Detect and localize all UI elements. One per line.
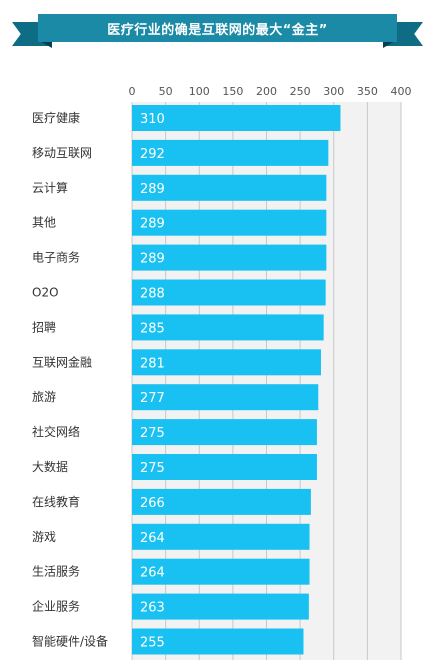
bar bbox=[132, 593, 309, 620]
ribbon-main: 医疗行业的确是互联网的最大“金主” bbox=[38, 14, 397, 42]
bar bbox=[132, 349, 321, 376]
bar bbox=[132, 279, 326, 306]
x-tick-label: 100 bbox=[189, 85, 210, 98]
bar bbox=[132, 628, 304, 655]
value-label: 264 bbox=[140, 566, 165, 581]
bar bbox=[132, 174, 327, 201]
value-label: 264 bbox=[140, 531, 165, 546]
bar bbox=[132, 558, 310, 585]
value-label: 277 bbox=[140, 391, 165, 406]
category-label: O2O bbox=[32, 286, 59, 300]
x-tick-label: 50 bbox=[159, 85, 173, 98]
bar bbox=[132, 209, 327, 236]
x-tick-label: 350 bbox=[357, 85, 378, 98]
category-label: 在线教育 bbox=[32, 494, 80, 509]
category-label: 云计算 bbox=[32, 180, 68, 195]
x-tick-label: 0 bbox=[129, 85, 136, 98]
value-label: 292 bbox=[140, 147, 165, 162]
ribbon-fold-right bbox=[383, 40, 397, 48]
ribbon-fold-left bbox=[38, 40, 52, 48]
bar bbox=[132, 488, 311, 515]
value-label: 266 bbox=[140, 496, 165, 511]
category-label: 旅游 bbox=[32, 390, 56, 404]
x-tick-label: 400 bbox=[391, 85, 412, 98]
category-label: 智能硬件/设备 bbox=[32, 634, 108, 649]
value-label: 289 bbox=[140, 252, 165, 267]
bar bbox=[132, 523, 310, 550]
x-tick-label: 200 bbox=[256, 85, 277, 98]
bar bbox=[132, 419, 317, 446]
bar bbox=[132, 314, 324, 341]
value-label: 275 bbox=[140, 426, 165, 441]
value-label: 289 bbox=[140, 182, 165, 197]
x-tick-label: 300 bbox=[323, 85, 344, 98]
category-label: 大数据 bbox=[32, 459, 68, 474]
bar bbox=[132, 105, 341, 131]
category-label: 生活服务 bbox=[32, 564, 80, 579]
value-label: 285 bbox=[140, 321, 165, 336]
category-label: 游戏 bbox=[32, 530, 56, 544]
bar bbox=[132, 244, 327, 271]
category-label: 企业服务 bbox=[32, 599, 80, 614]
value-label: 281 bbox=[140, 356, 165, 371]
value-label: 310 bbox=[140, 112, 165, 127]
x-tick-label: 250 bbox=[290, 85, 311, 98]
value-label: 255 bbox=[140, 636, 165, 651]
category-label: 电子商务 bbox=[32, 250, 80, 265]
category-label: 其他 bbox=[32, 216, 56, 230]
value-label: 289 bbox=[140, 217, 165, 232]
bar bbox=[132, 384, 319, 411]
bar bbox=[132, 139, 329, 166]
category-label: 互联网金融 bbox=[32, 354, 92, 369]
title-banner: 医疗行业的确是互联网的最大“金主” bbox=[0, 0, 435, 60]
chart-title: 医疗行业的确是互联网的最大“金主” bbox=[107, 22, 328, 38]
value-label: 288 bbox=[140, 287, 165, 302]
bar bbox=[132, 454, 317, 480]
category-label: 医疗健康 bbox=[32, 110, 80, 125]
category-label: 移动互联网 bbox=[32, 146, 92, 160]
value-label: 275 bbox=[140, 461, 165, 476]
category-label: 社交网络 bbox=[32, 424, 80, 439]
x-tick-label: 150 bbox=[222, 85, 243, 98]
category-label: 招聘 bbox=[32, 320, 56, 334]
value-label: 263 bbox=[140, 601, 165, 616]
